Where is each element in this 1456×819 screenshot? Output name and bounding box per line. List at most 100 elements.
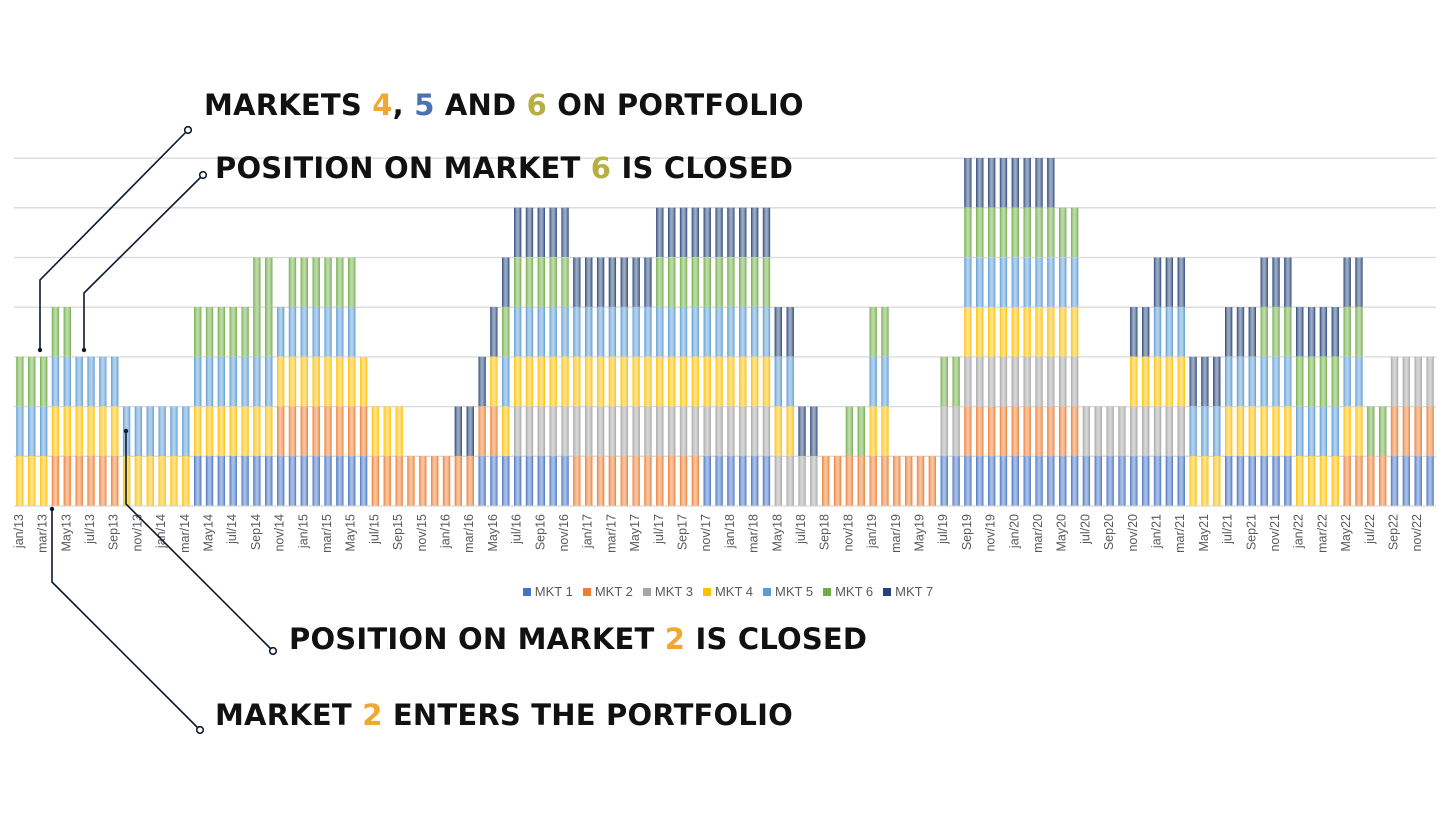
bar-segment-shading: [691, 257, 699, 307]
bar-segment-shading: [608, 406, 617, 456]
bar-segment-shading: [490, 307, 498, 357]
annotation-highlight: 5: [414, 88, 435, 122]
bar-segment-shading: [1236, 356, 1245, 407]
bar-segment-shading: [620, 257, 628, 307]
bar-segment-shading: [1059, 356, 1067, 407]
bar-segment-shading: [146, 456, 154, 506]
bar-segment-shading: [134, 456, 143, 506]
bar-segment-shading: [999, 456, 1008, 506]
bar-segment-shading: [561, 356, 569, 407]
bar-segment-shading: [419, 456, 427, 506]
bar-segment-shading: [762, 257, 771, 307]
bar-segment-shading: [620, 406, 628, 456]
bar-segment-shading: [111, 456, 119, 506]
bar-segment-shading: [1070, 307, 1079, 357]
bar-segment-shading: [1414, 356, 1422, 407]
bar-segment-shading: [1023, 207, 1031, 257]
bar-segment-shading: [1307, 356, 1316, 407]
bar-segment-shading: [478, 356, 486, 407]
bar-segment-shading: [1130, 356, 1138, 407]
bar-segment-shading: [1082, 406, 1091, 456]
bar-segment-shading: [988, 356, 996, 407]
bar-segment-shading: [63, 456, 71, 506]
x-tick-label: jul/18: [794, 514, 808, 545]
bar-segment-shading: [988, 456, 996, 506]
bar-segment-shading: [798, 456, 806, 506]
callout-dot: [37, 347, 43, 353]
bar-segment-shading: [1284, 456, 1292, 506]
bar-segment-shading: [715, 356, 723, 407]
x-tick-label: nov/14: [273, 514, 287, 552]
bar-segment-shading: [1130, 307, 1138, 357]
bar-segment-shading: [668, 207, 676, 257]
bar-segment-shading: [905, 456, 913, 506]
bar-segment-shading: [1011, 257, 1019, 307]
bar-segment-shading: [1343, 406, 1351, 456]
bar-segment-shading: [1213, 406, 1221, 456]
bar-segment-shading: [1165, 257, 1173, 307]
annotation-text: IS CLOSED: [611, 151, 794, 185]
x-tick-label: mar/18: [747, 514, 761, 553]
bar-segment-shading: [205, 307, 214, 357]
bar-segment-shading: [1414, 406, 1422, 456]
bar-segment-shading: [715, 406, 723, 456]
x-tick-label: jan/19: [865, 514, 879, 549]
bar-segment-shading: [431, 456, 439, 506]
annotation-text: MARKET: [215, 698, 363, 732]
bar-segment-shading: [656, 356, 664, 407]
bar-segment-shading: [1047, 307, 1055, 357]
bar-segment-shading: [514, 406, 522, 456]
legend-label: MKT 2: [594, 584, 633, 599]
bar-segment-shading: [644, 356, 652, 407]
bar-segment-shading: [371, 456, 380, 506]
legend-label: MKT 5: [775, 584, 814, 599]
x-tick-label: jan/16: [439, 514, 453, 549]
bar-segment-shading: [762, 456, 771, 506]
bar-segment-shading: [537, 307, 545, 357]
bar-segment-shading: [573, 356, 581, 407]
bar-segment-shading: [1189, 406, 1197, 456]
x-tick-label: nov/18: [841, 514, 855, 552]
annotation-text: POSITION ON MARKET: [215, 151, 591, 185]
bar-segment-shading: [976, 307, 984, 357]
bar-segment-shading: [1035, 406, 1043, 456]
bar-segment-shading: [656, 456, 664, 506]
bar-segment-shading: [454, 406, 462, 456]
bar-segment-shading: [691, 307, 699, 357]
bar-segment-shading: [703, 406, 711, 456]
bar-segment-shading: [976, 257, 984, 307]
bar-segment-shading: [1142, 307, 1150, 357]
x-tick-label: Sep21: [1244, 514, 1258, 550]
bar-segment-shading: [1165, 307, 1173, 357]
legend-swatch: [702, 588, 711, 596]
bar-segment-shading: [16, 356, 24, 407]
bar-segment-shading: [656, 257, 664, 307]
x-tick-label: mar/14: [178, 514, 192, 553]
bar-segment-shading: [1331, 406, 1339, 456]
x-tick-label: nov/13: [130, 514, 144, 552]
bar-segment-shading: [1047, 356, 1055, 407]
bar-segment-shading: [810, 406, 818, 456]
bar-segment-shading: [561, 207, 569, 257]
bar-segment-shading: [525, 257, 534, 307]
bar-segment-shading: [502, 257, 510, 307]
bar-segment-shading: [727, 406, 735, 456]
x-tick-label: jan/14: [154, 514, 168, 549]
bar-segment-shading: [1414, 456, 1422, 506]
bar-segment-shading: [549, 406, 557, 456]
bar-segment-shading: [514, 356, 522, 407]
bar-segment-shading: [1153, 456, 1162, 506]
bar-segment-shading: [573, 406, 581, 456]
bar-segment-shading: [40, 406, 48, 456]
x-tick-label: Sep17: [676, 514, 690, 550]
bar-segment-shading: [1331, 456, 1339, 506]
bar-segment-shading: [715, 456, 723, 506]
bar-segment-shading: [798, 406, 806, 456]
bar-segment-shading: [1177, 456, 1185, 506]
bar-segment-shading: [28, 406, 36, 456]
bar-segment-shading: [1142, 406, 1150, 456]
x-tick-label: nov/20: [1126, 514, 1140, 552]
bar-segment-shading: [976, 158, 984, 208]
bar-segment-shading: [703, 456, 711, 506]
